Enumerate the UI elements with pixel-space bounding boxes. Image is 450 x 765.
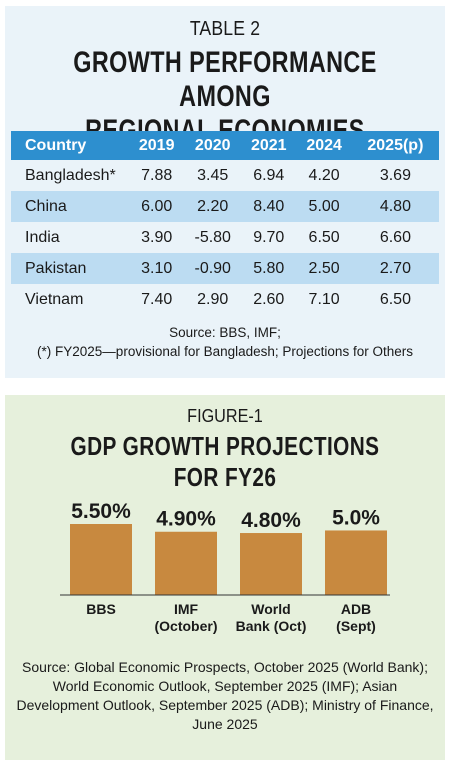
header-country: Country <box>11 131 129 160</box>
cell-value: 3.10 <box>129 253 185 284</box>
cell-value: 4.80 <box>351 191 439 222</box>
table-source: Source: BBS, IMF; (*) FY2025—provisional… <box>5 323 445 361</box>
bar-2 <box>240 533 302 595</box>
growth-table: Country 2019 2020 2021 2024 2025(p) Bang… <box>11 131 439 315</box>
category-label-3: ADB <box>341 601 371 617</box>
cell-value: 7.40 <box>141 290 173 308</box>
cell-value: 3.69 <box>379 166 411 184</box>
cell-country: China <box>11 191 129 222</box>
data-label-2: 4.80% <box>241 509 301 532</box>
table-title-line1: GROWTH PERFORMANCE AMONG <box>73 46 377 113</box>
cell-value: 6.00 <box>129 191 185 222</box>
bar-1 <box>155 531 217 595</box>
category-label-1: IMF <box>174 601 199 617</box>
cell-value: 4.20 <box>308 166 340 184</box>
bar-3 <box>325 530 387 595</box>
cell-country: Bangladesh* <box>25 166 116 184</box>
header-2021: 2021 <box>241 131 297 160</box>
category-label-2: World <box>251 601 290 617</box>
figure-kicker: FIGURE-1 <box>187 406 263 426</box>
table-row: Bangladesh* 7.88 3.45 6.94 4.20 3.69 <box>11 160 439 191</box>
header-2019: 2019 <box>129 131 185 160</box>
table-row: Vietnam 7.40 2.90 2.60 7.10 6.50 <box>11 284 439 315</box>
cell-value: 2.20 <box>184 191 242 222</box>
cell-value: 3.45 <box>197 166 229 184</box>
cell-value: -0.90 <box>184 253 242 284</box>
cell-value: 2.70 <box>351 253 439 284</box>
figure-panel: FIGURE-1 GDP GROWTH PROJECTIONS FOR FY26… <box>5 395 445 760</box>
category-label-1: (October) <box>155 618 218 634</box>
data-label-0: 5.50% <box>71 500 131 523</box>
table-source-line1: Source: BBS, IMF; <box>169 325 281 340</box>
bar-0 <box>70 524 132 595</box>
cell-value: 6.50 <box>379 290 411 308</box>
category-label-3: (Sept) <box>336 618 376 634</box>
cell-value: 9.70 <box>253 228 285 246</box>
data-label-3: 5.0% <box>332 506 380 529</box>
cell-country: Pakistan <box>11 253 129 284</box>
header-2025p: 2025(p) <box>351 131 439 160</box>
gdp-bar-chart: 5.50% BBS 4.90% IMF(October) 4.80% WorldBank … <box>60 500 390 634</box>
cell-value: 2.90 <box>197 290 229 308</box>
cell-value: 6.94 <box>253 166 285 184</box>
cell-value: 7.10 <box>308 290 340 308</box>
cell-country: India <box>25 228 60 246</box>
category-label-0: BBS <box>86 601 116 617</box>
header-2020: 2020 <box>184 131 242 160</box>
table-row: India 3.90 -5.80 9.70 6.50 6.60 <box>11 222 439 253</box>
table-panel: TABLE 2 GROWTH PERFORMANCE AMONG REGIONA… <box>5 6 445 378</box>
table-row: Pakistan 3.10 -0.90 5.80 2.50 2.70 <box>11 253 439 284</box>
cell-value: 2.60 <box>253 290 285 308</box>
cell-value: 7.88 <box>141 166 173 184</box>
cell-value: 8.40 <box>241 191 297 222</box>
cell-value: 2.50 <box>296 253 352 284</box>
table-footnote: (*) FY2025—provisional for Bangladesh; P… <box>37 344 413 359</box>
table-header-row: Country 2019 2020 2021 2024 2025(p) <box>11 131 439 160</box>
cell-country: Vietnam <box>25 290 84 308</box>
figure-source: Source: Global Economic Prospects, Octob… <box>16 659 434 732</box>
header-2024: 2024 <box>296 131 352 160</box>
cell-value: 6.60 <box>379 228 411 246</box>
cell-value: 5.00 <box>296 191 352 222</box>
data-label-1: 4.90% <box>156 508 216 531</box>
cell-value: 6.50 <box>308 228 340 246</box>
cell-value: 5.80 <box>241 253 297 284</box>
table-kicker: TABLE 2 <box>189 18 261 40</box>
cell-value: 3.90 <box>141 228 173 246</box>
table-row: China 6.00 2.20 8.40 5.00 4.80 <box>11 191 439 222</box>
category-label-2: Bank (Oct) <box>236 618 307 634</box>
figure-title: GDP GROWTH PROJECTIONS FOR FY26 <box>70 431 380 492</box>
cell-value: -5.80 <box>194 228 231 246</box>
